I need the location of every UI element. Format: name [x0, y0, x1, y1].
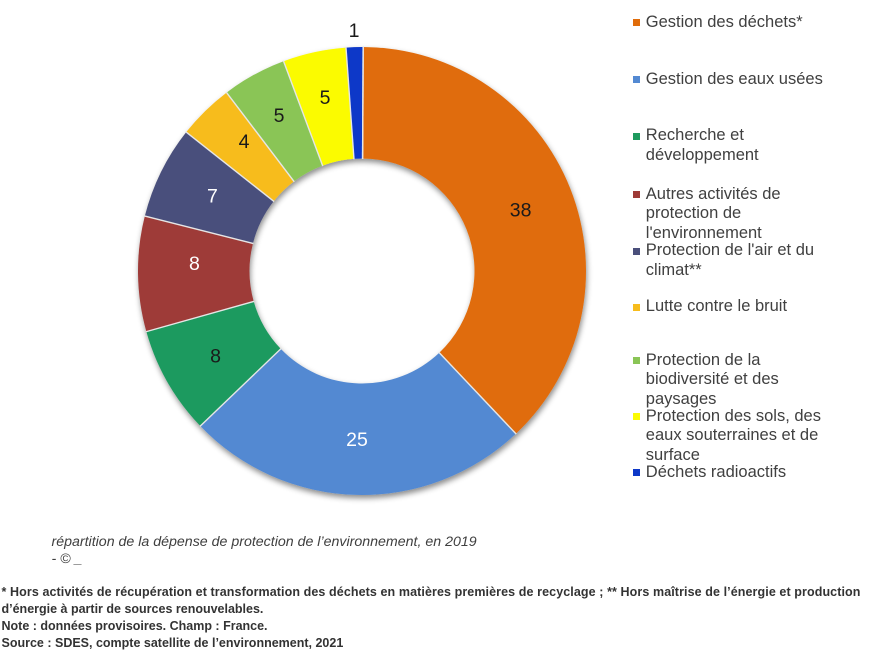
svg-text:38: 38 [510, 200, 532, 222]
svg-text:5: 5 [320, 87, 331, 109]
svg-text:4: 4 [239, 131, 250, 153]
svg-text:1: 1 [349, 20, 360, 42]
svg-text:5: 5 [274, 105, 285, 127]
svg-text:8: 8 [210, 346, 221, 368]
svg-text:7: 7 [207, 185, 218, 207]
svg-text:8: 8 [189, 253, 200, 275]
svg-text:25: 25 [346, 429, 368, 451]
